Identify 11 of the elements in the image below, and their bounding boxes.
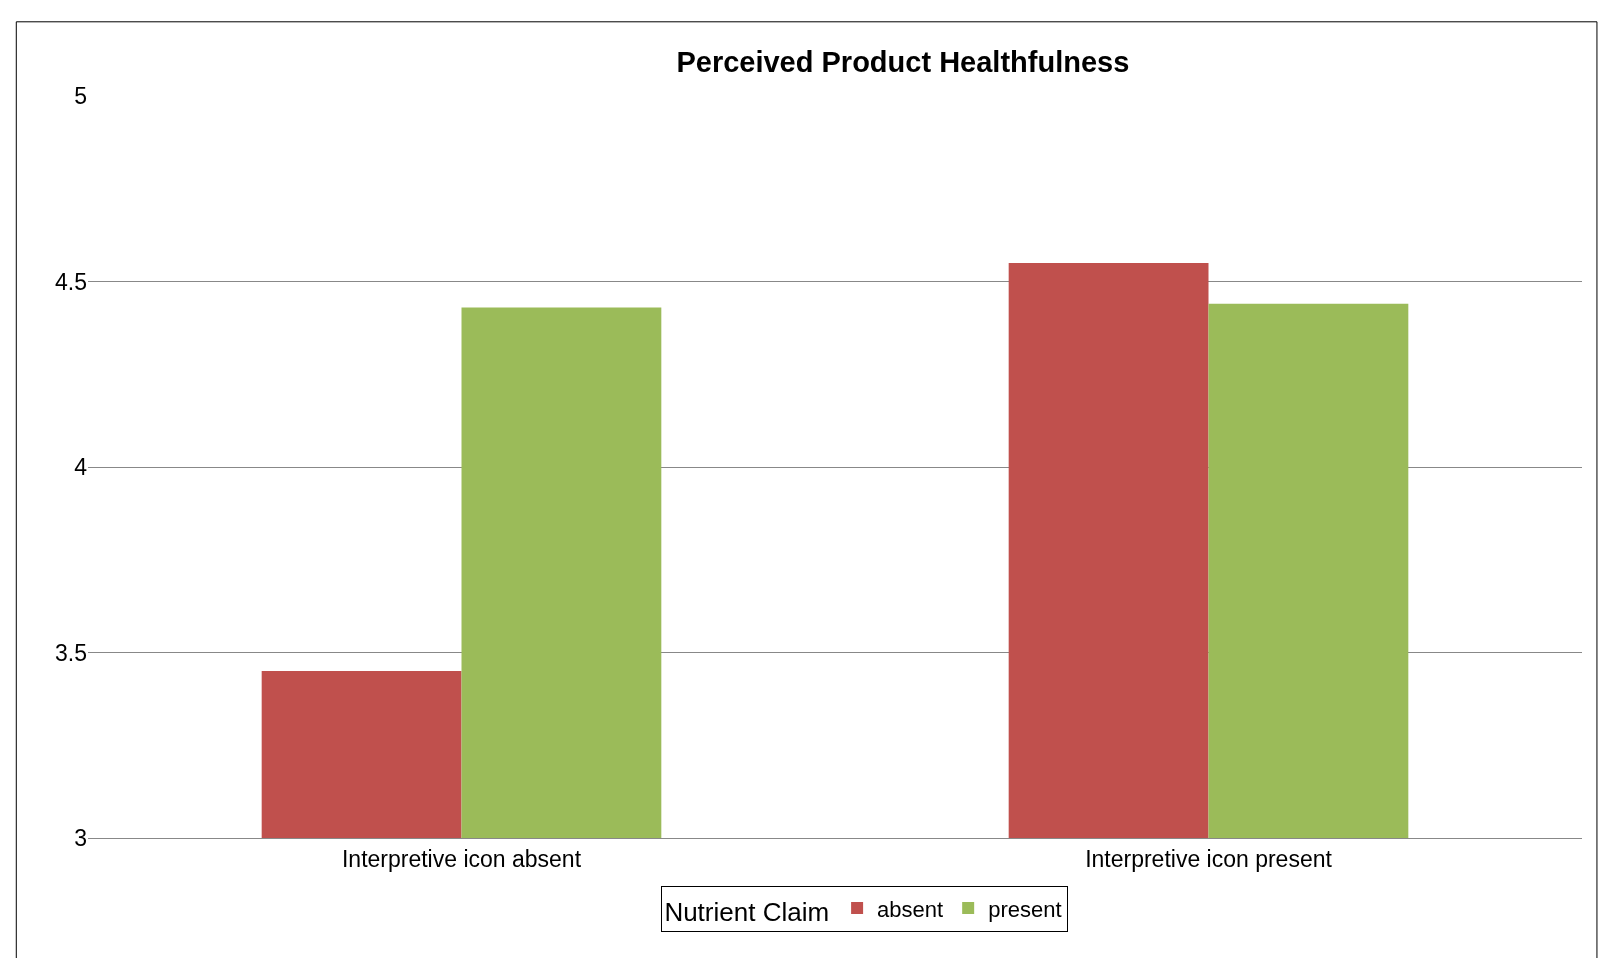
y-tick-label: 4.5: [55, 268, 87, 295]
legend-label: present: [988, 896, 1062, 922]
legend-title: Nutrient Claim: [664, 897, 830, 928]
x-tick-label: Interpretive icon present: [1085, 845, 1333, 872]
legend-label: absent: [877, 896, 944, 922]
x-tick-label: Interpretive icon absent: [341, 845, 582, 872]
chart-title: Perceived Product Healthfulness: [676, 46, 1130, 79]
y-tick-label: 5: [74, 83, 87, 110]
y-tick-label: 4: [74, 454, 88, 481]
y-tick-label: 3: [74, 825, 87, 852]
y-tick-label: 3.5: [55, 639, 87, 666]
